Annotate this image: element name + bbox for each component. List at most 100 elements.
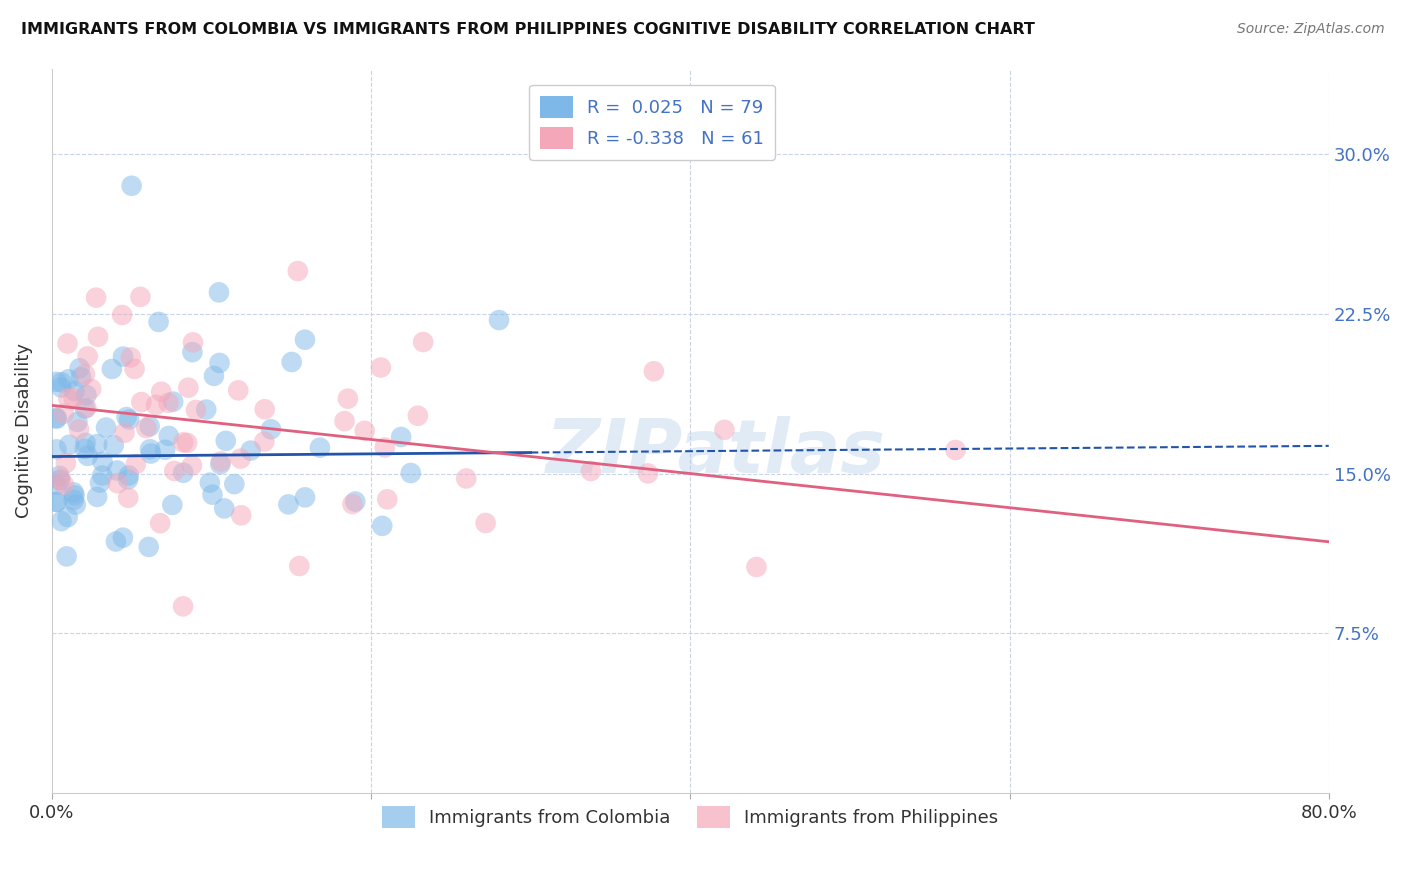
Point: [89, 475, 111, 490]
Point: [474, 516, 496, 530]
Point: [181, 335, 204, 350]
Point: [124, 362, 146, 376]
Point: [253, 402, 276, 417]
Point: [75, 435, 97, 450]
Point: [48, 473, 70, 487]
Point: [52, 477, 75, 491]
Text: IMMIGRANTS FROM COLOMBIA VS IMMIGRANTS FROM PHILIPPINES COGNITIVE DISABILITY COR: IMMIGRANTS FROM COLOMBIA VS IMMIGRANTS F…: [21, 22, 1035, 37]
Point: [198, 475, 221, 490]
Point: [253, 434, 276, 449]
Point: [118, 412, 141, 426]
Point: [399, 466, 422, 480]
Point: [945, 442, 967, 457]
Point: [208, 285, 231, 300]
Point: [374, 441, 396, 455]
Point: [117, 472, 139, 486]
Point: [184, 403, 207, 417]
Point: [488, 313, 510, 327]
Point: [309, 441, 332, 455]
Point: [202, 368, 225, 383]
Point: [163, 464, 186, 478]
Point: [287, 264, 309, 278]
Point: [111, 531, 134, 545]
Point: [713, 423, 735, 437]
Point: [51, 380, 73, 394]
Point: [162, 498, 184, 512]
Point: [336, 392, 359, 406]
Point: [45, 477, 67, 491]
Point: [176, 436, 198, 450]
Point: [62, 492, 84, 507]
Point: [412, 334, 434, 349]
Point: [177, 381, 200, 395]
Point: [45, 442, 67, 457]
Point: [125, 457, 148, 471]
Point: [129, 290, 152, 304]
Point: [103, 438, 125, 452]
Point: [145, 398, 167, 412]
Point: [73, 401, 96, 416]
Point: [51, 376, 73, 390]
Point: [121, 178, 143, 193]
Point: [107, 476, 129, 491]
Point: [294, 333, 316, 347]
Point: [45, 495, 67, 509]
Point: [637, 467, 659, 481]
Point: [80, 382, 103, 396]
Point: [224, 477, 246, 491]
Point: [209, 454, 232, 468]
Point: [73, 442, 96, 456]
Point: [111, 350, 134, 364]
Point: [56, 336, 79, 351]
Point: [118, 468, 141, 483]
Point: [181, 458, 204, 473]
Point: [55, 549, 77, 564]
Point: [115, 410, 138, 425]
Point: [181, 345, 204, 359]
Point: [101, 362, 124, 376]
Point: [45, 410, 67, 425]
Point: [76, 349, 98, 363]
Point: [370, 360, 392, 375]
Point: [201, 488, 224, 502]
Point: [214, 501, 236, 516]
Point: [226, 384, 249, 398]
Text: ZIPatlas: ZIPatlas: [546, 417, 886, 489]
Point: [86, 437, 108, 451]
Point: [84, 291, 107, 305]
Text: Source: ZipAtlas.com: Source: ZipAtlas.com: [1237, 22, 1385, 37]
Point: [45, 375, 67, 389]
Point: [75, 401, 97, 415]
Point: [58, 438, 80, 452]
Point: [371, 519, 394, 533]
Point: [91, 455, 114, 469]
Point: [157, 396, 180, 410]
Point: [229, 451, 252, 466]
Point: [148, 315, 170, 329]
Point: [131, 395, 153, 409]
Point: [406, 409, 429, 423]
Point: [138, 419, 160, 434]
Point: [67, 422, 90, 436]
Point: [58, 372, 80, 386]
Point: [66, 415, 89, 429]
Point: [138, 540, 160, 554]
Point: [172, 599, 194, 614]
Point: [260, 422, 283, 436]
Point: [63, 488, 86, 502]
Point: [69, 361, 91, 376]
Point: [215, 434, 238, 448]
Point: [208, 356, 231, 370]
Point: [48, 469, 70, 483]
Point: [375, 492, 398, 507]
Point: [62, 485, 84, 500]
Point: [172, 435, 194, 450]
Point: [239, 443, 262, 458]
Point: [55, 456, 77, 470]
Point: [49, 472, 72, 486]
Point: [277, 497, 299, 511]
Point: [87, 330, 110, 344]
Point: [344, 494, 367, 508]
Point: [65, 498, 87, 512]
Point: [114, 425, 136, 440]
